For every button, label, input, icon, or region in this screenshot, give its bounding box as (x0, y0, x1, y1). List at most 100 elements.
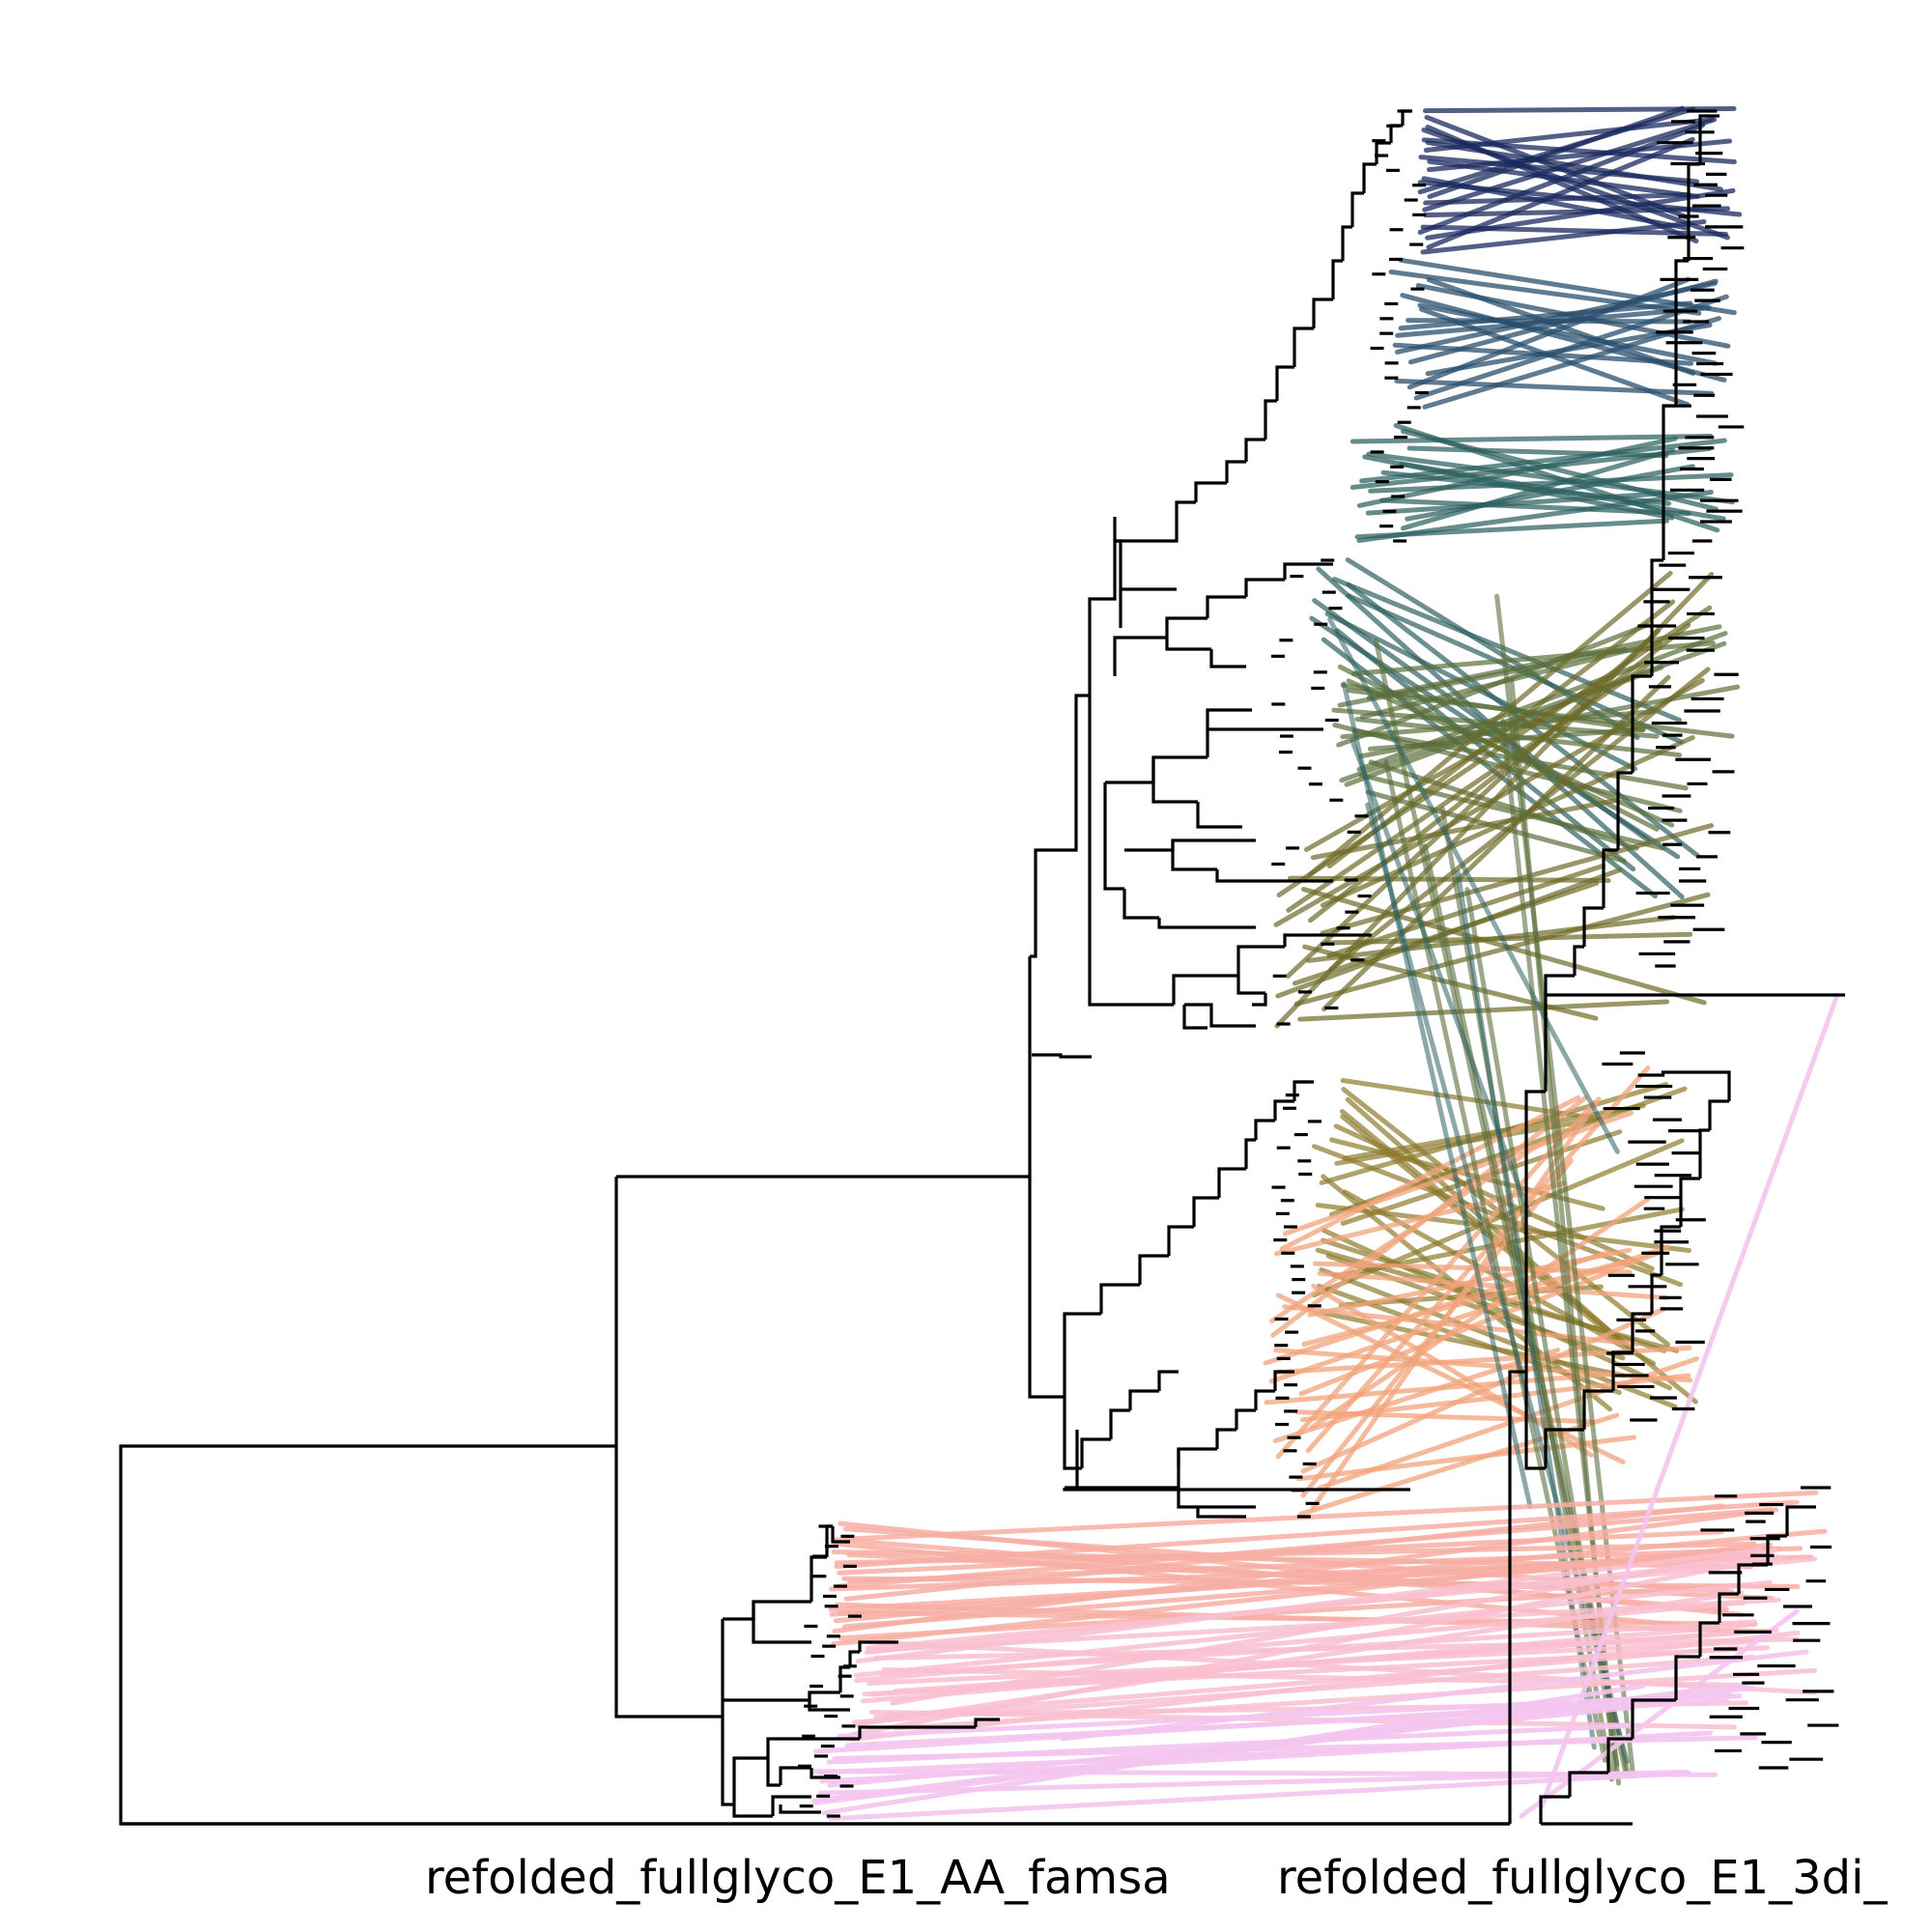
left-branch (1165, 616, 1208, 638)
left-branch (1192, 1196, 1219, 1227)
connector-line (833, 1528, 1828, 1624)
left-branch (1275, 365, 1294, 401)
connector-line (1500, 718, 1622, 1786)
left-branch (1063, 1312, 1101, 1397)
connector-line (1398, 300, 1693, 331)
connector-line (1307, 570, 1673, 877)
connector-line (827, 1770, 1691, 1822)
left-branch (779, 1766, 811, 1785)
connector-line (1273, 1180, 1567, 1257)
left-branch (1252, 993, 1267, 1007)
right-branch (1674, 1655, 1700, 1700)
connector-line (1356, 436, 1678, 508)
left-branch (723, 1690, 840, 1702)
left-branch (1138, 1254, 1169, 1285)
connector-line (843, 1503, 1724, 1602)
left-branch (1206, 708, 1252, 729)
connector-line (1423, 206, 1731, 218)
left-branch (1088, 696, 1174, 1007)
right-branch (1524, 1090, 1546, 1372)
left-branch (1217, 1167, 1246, 1198)
right-branch (1698, 1621, 1719, 1657)
connector-line (1275, 1293, 1626, 1464)
connector-line (1427, 105, 1686, 200)
left-branch (1171, 840, 1217, 871)
connector-line (1406, 276, 1690, 390)
right-branch (1662, 404, 1676, 560)
right-branch (1698, 114, 1719, 164)
right-branch (1785, 1505, 1816, 1536)
left-branch (1209, 649, 1246, 668)
right-branch (1737, 1563, 1768, 1594)
connector-line (1395, 305, 1712, 338)
left-branch (1244, 438, 1265, 462)
connector-line (1298, 1412, 1620, 1517)
connector-line (846, 1546, 1804, 1584)
connector-line (1341, 681, 1533, 1510)
left-branch (1215, 1428, 1236, 1449)
left-branch (1244, 1138, 1256, 1169)
connector-line (1406, 445, 1669, 459)
connector-line (1365, 491, 1664, 516)
left-branch (1236, 974, 1265, 995)
connector-line (1317, 1356, 1700, 1491)
connector-line (1279, 1094, 1581, 1252)
right-branch (1606, 1737, 1633, 1773)
left-branch (1109, 1408, 1130, 1439)
connector-line (1295, 1435, 1637, 1482)
left-branch (1196, 802, 1242, 829)
right-branch (1568, 1771, 1608, 1797)
left-branch (1236, 945, 1285, 974)
right-tree (1508, 109, 1845, 1826)
right-branch (1631, 1698, 1676, 1739)
left-branch (858, 1640, 898, 1652)
left-branch (1264, 399, 1277, 440)
right-branch (1698, 1128, 1710, 1179)
left-branch (1032, 1053, 1092, 1059)
connector-line (1274, 572, 1715, 1029)
connector-line (1420, 219, 1707, 255)
connector-line (831, 1542, 1774, 1647)
connector-line (1336, 622, 1651, 748)
connector-line (1423, 117, 1714, 153)
left-branch (848, 1650, 860, 1667)
right-branch (1544, 993, 1845, 1092)
right-branch (1631, 1312, 1652, 1352)
connector-line (854, 1590, 1745, 1727)
left-branch (1088, 522, 1179, 696)
right-branch (1508, 1370, 1526, 1824)
left-branch (838, 1665, 850, 1692)
left-branch (1196, 1507, 1246, 1519)
left-branch (752, 1602, 811, 1644)
left-branch (1115, 539, 1177, 591)
left-branch (779, 1804, 821, 1814)
right-branch (1679, 1177, 1700, 1227)
connector-line (1305, 1065, 1651, 1454)
connector-line (1366, 451, 1736, 505)
left-branch (1254, 1119, 1275, 1140)
connector-line (842, 1551, 1748, 1630)
connector-line (1297, 999, 1670, 1022)
connector-line (1060, 1649, 1809, 1742)
left-branch (1244, 578, 1285, 597)
connector-line (1394, 378, 1715, 396)
left-branch (721, 1619, 734, 1806)
right-branch (1650, 558, 1663, 676)
right-tree-label: refolded_fullglyco_E1_3di_ (1277, 1851, 1888, 1905)
connector-line (1356, 489, 1714, 544)
left-branch (1151, 757, 1198, 804)
left-branch (723, 1600, 811, 1621)
left-branch (1341, 225, 1352, 261)
left-tree (119, 109, 1510, 1826)
connector-line (1327, 616, 1620, 1154)
connector-line (1300, 1306, 1666, 1474)
connector-line (1272, 1347, 1560, 1443)
right-branch (1662, 1070, 1731, 1101)
left-branch (1182, 1005, 1208, 1030)
connector-line (812, 1685, 1755, 1805)
right-branch (1544, 1428, 1584, 1468)
left-branch (766, 1737, 860, 1758)
connector-line (860, 1622, 1749, 1704)
left-branch (1283, 562, 1333, 580)
connector-line (855, 1547, 1763, 1664)
